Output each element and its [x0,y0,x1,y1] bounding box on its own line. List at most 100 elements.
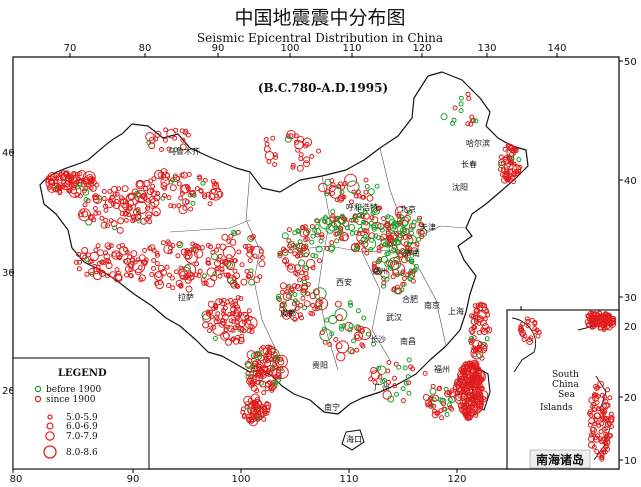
epicentre-marker [289,286,295,292]
epicentre-marker [149,272,155,277]
epicentre-marker [309,292,317,300]
epicentre-marker [136,180,144,188]
epicentre-marker [503,161,517,175]
epicentre-marker [484,336,490,342]
epicentre-marker [473,307,481,315]
epicentre-marker [297,135,305,143]
epicentre-marker [110,201,116,207]
epicentre-marker [215,298,223,306]
epicentre-marker [182,275,188,281]
epicentre-marker [160,177,170,187]
epicentre-marker [359,342,365,348]
epicentre-marker [183,264,191,272]
epicentre-marker [82,202,88,208]
epicentre-marker [172,173,178,179]
epicentre-marker [115,270,121,276]
epicentre-marker [253,276,261,284]
city-label-fuzhou: 福州 [434,365,450,374]
epicentre-marker [603,311,609,317]
epicentre-marker [249,324,255,330]
epicentre-marker [324,191,329,197]
epicentre-marker [300,244,308,252]
epicentre-marker [122,211,128,217]
epicentre-marker [250,245,264,259]
epicentre-marker [214,316,220,322]
epicentre-marker [465,390,471,395]
epicentre-marker [226,261,234,269]
epicentre-marker [262,411,268,416]
epicentre-marker [178,283,183,288]
epicentre-marker [127,254,133,260]
epicentre-marker [368,247,374,252]
epicentre-marker [339,189,345,195]
epicentre-marker [265,370,271,376]
epicentre-marker [467,399,473,405]
epicentre-marker [134,268,142,276]
epicentre-marker [100,221,108,229]
epicentre-marker [286,238,292,244]
epicentre-marker [475,383,481,389]
epicentre-marker [240,406,246,412]
epicentre-marker [285,293,291,299]
epicentre-marker [166,146,172,152]
epicentre-marker [260,405,266,411]
right-tick-40: 40 [624,176,637,187]
epicentre-marker [207,201,213,207]
epicentre-marker [422,370,428,376]
epicentre-marker [315,300,323,308]
epicentre-marker [91,217,97,223]
epicentre-marker [303,237,309,243]
legend-mag-6-label: 6.0-6.9 [66,422,98,432]
epicentre-marker [130,250,138,258]
epicentre-marker [444,412,450,417]
epicentre-marker [597,322,603,328]
title-chinese: 中国地震震中分布图 [234,7,405,29]
epicentre-marker [441,401,446,407]
inset-label-south: South [552,370,579,380]
epicentre-marker [247,374,257,384]
epicentre-marker [131,214,137,220]
epicentre-marker [81,247,89,254]
epicentre-marker [599,452,605,457]
epicentre-marker [290,162,296,168]
epicentre-marker [310,253,316,258]
epicentre-marker [239,327,245,332]
epicentre-marker [275,372,281,377]
epicentre-marker [430,383,436,389]
epicentre-marker [473,347,479,353]
epicentre-marker [166,283,172,288]
epicentre-marker [243,395,253,406]
inset-label-china: China [552,380,579,390]
epicentre-marker [89,251,99,262]
epicentre-marker [370,367,378,374]
epicentre-marker [76,252,82,257]
epicentre-marker [356,230,362,236]
epicentre-marker [387,395,395,403]
epicentre-marker [277,253,283,259]
epicentre-marker [284,299,298,312]
epicentre-marker [211,188,216,194]
epicentre-marker [239,262,245,268]
epicentre-marker [221,233,229,241]
epicentre-marker [213,336,218,341]
epicentre-marker [609,424,614,429]
epicentre-marker [276,374,282,380]
epicentre-marker [82,188,90,196]
city-label-wuhan: 武汉 [386,312,402,322]
legend-box [12,357,150,470]
epicentre-marker [593,412,601,420]
epicentre-marker [309,153,315,159]
epicentre-marker [465,91,471,97]
epicentre-marker [592,421,598,427]
legend-mag-8-label: 8.0-8.6 [66,448,98,458]
epicentre-marker [468,372,474,378]
epicentre-marker [136,213,142,219]
epicentre-marker [597,380,605,388]
epicentre-marker [272,152,278,158]
epicentre-marker [606,318,612,324]
epicentre-marker [334,197,340,203]
epicentre-marker [452,105,458,111]
epicentre-marker [304,275,310,281]
epicentre-marker [123,258,129,264]
epicentre-marker [476,388,482,394]
